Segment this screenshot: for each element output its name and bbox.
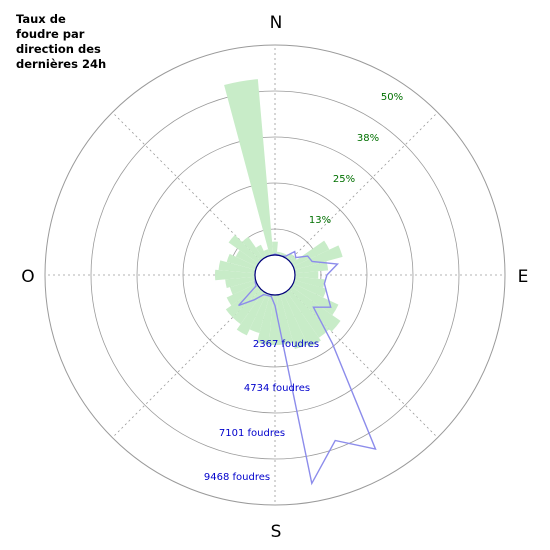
percentage-bar [225,276,256,288]
percentage-bar [286,289,330,338]
percentage-bar [229,280,257,295]
percent-tick-label: 13% [309,215,331,226]
percentage-bar [226,253,257,270]
grid-spoke [274,112,438,276]
percentage-bar [293,245,343,270]
count-tick-label: 4734 foudres [244,383,310,394]
percentage-bar [294,261,329,274]
chart-title: Taux de foudre par direction des dernièr… [16,12,126,72]
percentage-bar [291,240,330,267]
title-line: direction des [16,42,101,56]
percentage-bar [225,286,261,318]
percentage-bar [218,260,256,274]
percentage-bar [242,236,264,261]
count-tick-label: 2367 foudres [253,339,319,350]
title-line: Taux de [16,12,66,26]
count-tick-label: 9468 foudres [204,472,270,483]
polar-grid [44,44,506,506]
percentage-bar [280,293,308,350]
percentage-bar [283,291,321,348]
percentage-bar [263,249,270,257]
percentage-bar [286,253,294,261]
percentage-bar [224,79,274,256]
percent-tick-label: 38% [357,133,379,144]
percentage-bar [272,241,278,256]
count-tick-label: 7101 foudres [219,428,285,439]
percentage-bar [249,293,270,333]
grid-ring [90,90,460,460]
percentage-bar [255,244,267,259]
compass-east-label: E [518,267,529,287]
title-line: dernières 24h [16,57,107,71]
percentage-bar [235,250,259,267]
percentage-bar [236,291,267,336]
percentage-bar [294,276,325,288]
center-circle [254,254,296,296]
compass-north-label: N [270,13,283,33]
percentage-bar [228,234,261,264]
percent-tick-label: 25% [333,174,355,185]
grid-ring [44,44,506,506]
percentage-bar [293,280,327,298]
percentage-bar [226,283,259,306]
grid-ring [136,136,414,414]
title-line: foudre par [16,27,85,41]
grid-spoke [112,112,276,276]
percentage-bar [268,294,282,346]
radial-tick-labels: 13% 25% 38% 50% 2367 foudres 4734 foudres 7101… [204,92,403,483]
compass-south-label: S [271,522,282,542]
percentage-bar [232,289,264,325]
percentage-bar [256,294,274,345]
percentage-bar [215,269,256,281]
percentage-bar [294,271,319,279]
grid-spoke [112,274,276,438]
grid-spoke [274,274,438,438]
percentage-bar [289,256,297,264]
compass-west-label: O [21,267,34,287]
percent-tick-label: 50% [381,92,403,103]
center-circle-mark [254,254,296,296]
